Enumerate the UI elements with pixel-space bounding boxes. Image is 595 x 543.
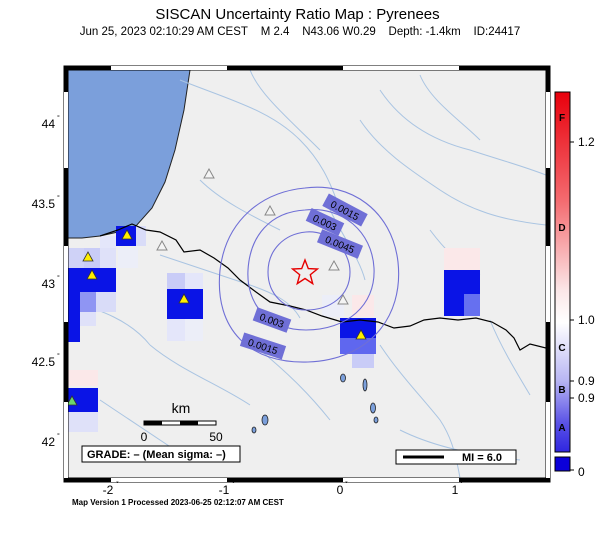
scale-tick-50: 50 [209, 430, 223, 444]
lon-label-0: 0 [337, 483, 344, 497]
lat-label-43: 43 [42, 277, 56, 291]
colorbar-value-0-9b: 0.9 [578, 391, 595, 405]
colorbar-letter-f: F [559, 113, 565, 124]
map-area: 0.0015 0.003 0.0045 0.003 0.0015 [68, 70, 546, 478]
event-id: ID:24417 [473, 26, 521, 38]
svg-text:°: ° [57, 274, 60, 282]
grade-box: GRADE: – (Mean sigma: –) [81, 445, 241, 463]
colorbar-letter-a: A [558, 423, 565, 434]
triangle-icon [121, 229, 133, 240]
svg-text:°: ° [116, 480, 119, 488]
mi-text: MI = 6.0 [462, 452, 502, 464]
event-info: Jun 25, 2023 02:10:29 AM CEST M 2.4 N43.… [0, 26, 595, 38]
station-icons-grey [156, 167, 349, 305]
map-title: SISCAN Uncertainty Ratio Map : Pyrenees [155, 6, 440, 23]
lon-label-minus-2: -2 [103, 483, 114, 497]
lat-label-43-5: 43.5 [32, 197, 56, 211]
triangle-icon [264, 204, 276, 216]
sea-area [68, 70, 191, 239]
triangle-icon [86, 269, 98, 280]
svg-text:°: ° [57, 432, 60, 440]
event-magnitude: M 2.4 [260, 26, 290, 38]
lon-label-1: 1 [452, 483, 459, 497]
footer-text: Map Version 1 Processed 2023-06-25 02:12… [72, 498, 284, 507]
lakes [251, 373, 379, 434]
triangle-icon [68, 395, 78, 406]
scale-bar: km 0 50 [141, 400, 223, 444]
colorbar-letter-b: B [558, 385, 565, 396]
scale-tick-0: 0 [141, 430, 148, 444]
triangle-icon [355, 329, 367, 340]
longitude-labels: -2 -1 0 1 ° ° ° ° [103, 480, 463, 497]
lon-label-minus-1: -1 [219, 483, 230, 497]
colorbar-value-0: 0 [578, 465, 585, 479]
latitude-labels: 44 43.5 43 42.5 42 ° ° ° ° ° [32, 114, 60, 449]
grade-text: GRADE: – (Mean sigma: –) [87, 449, 226, 461]
svg-text:°: ° [232, 480, 235, 488]
colorbar-value-1-0: 1.0 [578, 313, 595, 327]
svg-text:°: ° [345, 480, 348, 488]
colorbar-value-0-9a: 0.9 [578, 374, 595, 388]
scale-unit: km [172, 400, 191, 416]
colorbar-letter-d: D [558, 223, 565, 234]
station-icons-yellow [82, 229, 367, 340]
lat-label-44: 44 [42, 117, 56, 131]
colorbar-gradient [554, 91, 571, 453]
svg-text:°: ° [57, 352, 60, 360]
triangle-icon [337, 293, 349, 305]
triangle-icon [156, 239, 168, 251]
border-line [99, 223, 546, 351]
triangle-icon [328, 259, 340, 271]
event-location: N43.06 W0.29 [302, 26, 376, 38]
triangle-icon [178, 293, 190, 304]
lat-label-42-5: 42.5 [32, 355, 56, 369]
lat-label-42: 42 [42, 435, 56, 449]
svg-text:°: ° [57, 114, 60, 122]
colorbar-low-swatch [554, 456, 571, 472]
mi-box: MI = 6.0 [395, 449, 517, 465]
triangle-icon [203, 167, 215, 179]
star-icon [290, 258, 320, 286]
map-frame [63, 65, 551, 483]
svg-text:°: ° [57, 194, 60, 202]
event-depth: Depth: -1.4km [388, 26, 461, 38]
triangle-icon [82, 251, 94, 262]
colorbar-letter-c: C [558, 343, 565, 354]
colorbar-value-1-2: 1.2 [578, 135, 595, 149]
event-date: Jun 25, 2023 02:10:29 AM CEST [79, 26, 248, 38]
colorbar: F D C B A 1.2 1.0 0.9 0.9 0 [554, 91, 595, 479]
svg-text:°: ° [460, 480, 463, 488]
